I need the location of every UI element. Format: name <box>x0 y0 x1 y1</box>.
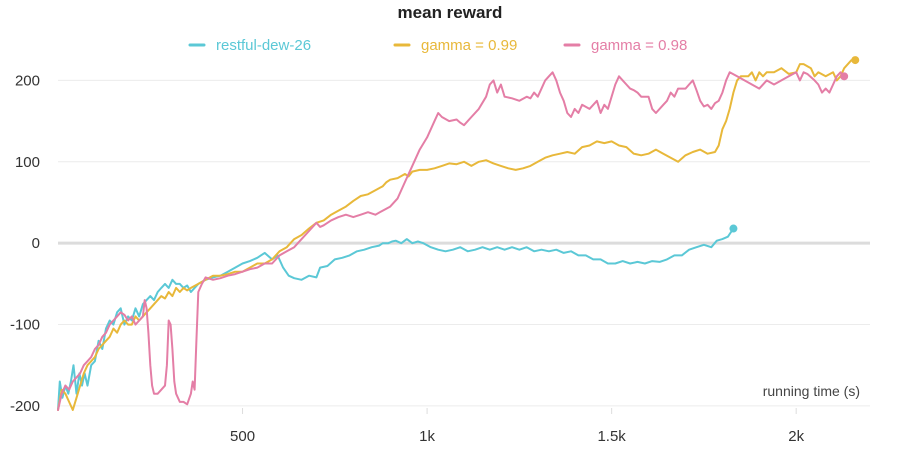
series-end-marker <box>851 56 860 65</box>
legend-label: gamma = 0.99 <box>421 37 517 54</box>
x-axis-ticks: 500 1k 1.5k 2k <box>230 408 805 445</box>
y-tick-label: -100 <box>10 317 40 334</box>
y-axis-ticks: -200 -100 0 100 200 <box>10 72 40 415</box>
series-end-marker <box>729 224 738 233</box>
y-tick-label: -200 <box>10 398 40 415</box>
grid <box>58 79 870 407</box>
legend-label: restful-dew-26 <box>216 37 311 54</box>
y-tick-label: 200 <box>15 72 40 89</box>
series-end-marker <box>840 72 849 81</box>
x-tick-label: 1k <box>419 428 435 445</box>
legend-item[interactable]: gamma = 0.98 <box>563 37 687 54</box>
x-tick-label: 500 <box>230 428 255 445</box>
series-line-1 <box>57 227 735 411</box>
legend-label: gamma = 0.98 <box>591 37 687 54</box>
series-line-3 <box>57 71 846 411</box>
series-line-2 <box>57 59 857 411</box>
legend-item[interactable]: restful-dew-26 <box>188 37 311 54</box>
legend-item[interactable]: gamma = 0.99 <box>393 37 517 54</box>
y-tick-label: 0 <box>32 235 40 252</box>
x-axis-label: running time (s) <box>763 383 860 399</box>
x-tick-label: 2k <box>788 428 804 445</box>
x-tick-label: 1.5k <box>597 428 626 445</box>
y-tick-label: 100 <box>15 154 40 171</box>
legend: restful-dew-26 gamma = 0.99 gamma = 0.98 <box>188 37 687 54</box>
series-group <box>57 56 860 411</box>
chart-title: mean reward <box>398 3 503 22</box>
